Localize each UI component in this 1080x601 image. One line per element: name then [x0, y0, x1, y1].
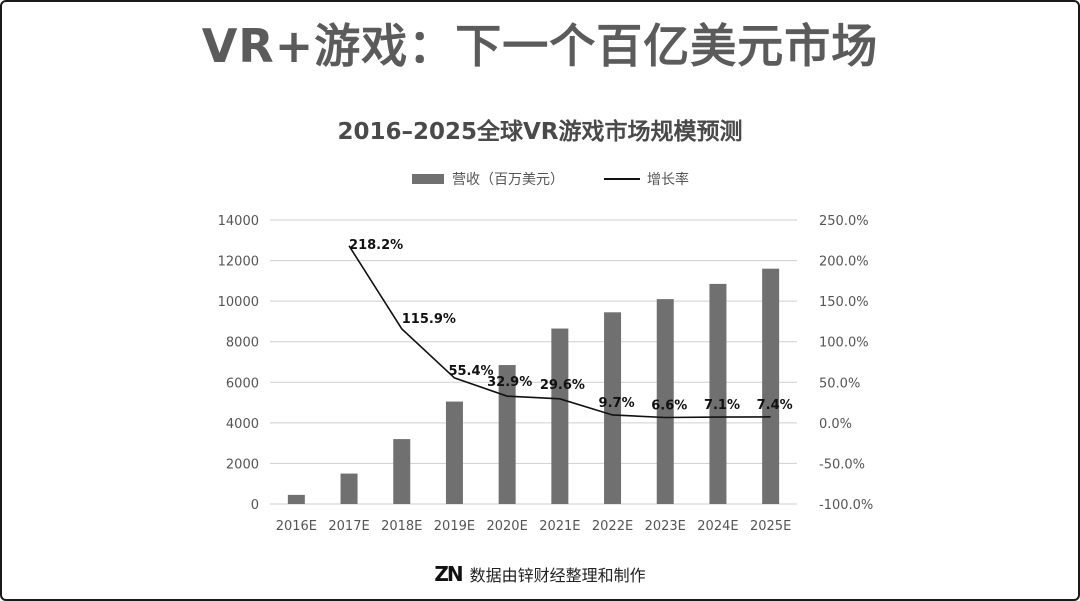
- x-tick-label: 2021E: [539, 519, 580, 534]
- y-left-tick-label: 6000: [226, 376, 259, 391]
- growth-rate-label: 6.6%: [651, 399, 687, 414]
- y-right-tick-label: 250.0%: [819, 214, 869, 229]
- chart-title: 2016–2025全球VR游戏市场规模预测: [337, 119, 743, 145]
- growth-line: [348, 245, 771, 419]
- y-left-tick-label: 10000: [218, 295, 259, 310]
- brand-logo: ZN: [434, 562, 463, 586]
- chart-legend: 营收（百万美元） 增长率: [0, 168, 1080, 190]
- y-left-tick-label: 8000: [226, 336, 259, 351]
- growth-polyline: [348, 245, 771, 419]
- y-left-tick-label: 4000: [226, 417, 259, 432]
- growth-rate-label: 32.9%: [487, 375, 532, 390]
- x-tick-label: 2022E: [592, 519, 633, 534]
- growth-rate-label: 115.9%: [402, 312, 456, 327]
- y-right-tick-label: 100.0%: [819, 336, 869, 351]
- growth-rate-label: 9.7%: [599, 396, 635, 411]
- growth-rate-label: 29.6%: [540, 378, 585, 393]
- y-right-tick-label: 50.0%: [819, 376, 860, 391]
- y-right-tick-label: 0.0%: [819, 417, 852, 432]
- y-left-tick-label: 2000: [226, 457, 259, 472]
- y-right-tick-label: -100.0%: [819, 498, 873, 513]
- revenue-bar: [340, 473, 358, 504]
- page-title: VR+游戏：下一个百亿美元市场: [201, 19, 879, 73]
- grid-lines: [270, 219, 797, 505]
- y-right-tick-label: 200.0%: [819, 255, 869, 270]
- revenue-bar: [498, 365, 516, 504]
- x-tick-label: 2023E: [645, 519, 686, 534]
- footer-credit: ZN 数据由锌财经整理和制作: [0, 562, 1080, 586]
- x-tick-label: 2017E: [328, 519, 369, 534]
- growth-rate-label: 55.4%: [448, 364, 493, 379]
- revenue-bars: [287, 268, 780, 504]
- legend-line-swatch: [604, 178, 640, 180]
- axis-labels: 0 2000 4000 6000 8000 10000 12000 14000 -100.0% -…: [218, 214, 874, 534]
- legend-revenue-label: 营收（百万美元）: [452, 172, 564, 188]
- legend-growth-label: 增长率: [647, 172, 689, 188]
- y-left-tick-label: 14000: [218, 214, 259, 229]
- revenue-bar: [551, 328, 569, 504]
- x-tick-label: 2018E: [381, 519, 422, 534]
- revenue-bar: [762, 268, 780, 504]
- x-tick-label: 2016E: [276, 519, 317, 534]
- y-right-tick-label: 150.0%: [819, 295, 869, 310]
- growth-rate-label: 7.1%: [704, 398, 740, 413]
- x-tick-label: 2024E: [697, 519, 738, 534]
- revenue-bar: [287, 494, 305, 504]
- footer-text: 数据由锌财经整理和制作: [469, 566, 646, 585]
- growth-rate-label: 218.2%: [349, 238, 403, 253]
- x-tick-label: 2019E: [434, 519, 475, 534]
- revenue-bar: [393, 439, 411, 504]
- legend-bar-swatch: [412, 174, 444, 184]
- y-left-tick-label: 0: [251, 498, 259, 513]
- x-tick-label: 2020E: [486, 519, 527, 534]
- revenue-bar: [656, 299, 674, 504]
- x-tick-label: 2025E: [750, 519, 791, 534]
- revenue-bar: [709, 283, 727, 504]
- revenue-bar: [604, 312, 622, 504]
- y-right-tick-label: -50.0%: [819, 457, 865, 472]
- revenue-bar: [445, 401, 463, 504]
- y-left-tick-label: 12000: [218, 255, 259, 270]
- growth-rate-label: 7.4%: [757, 398, 793, 413]
